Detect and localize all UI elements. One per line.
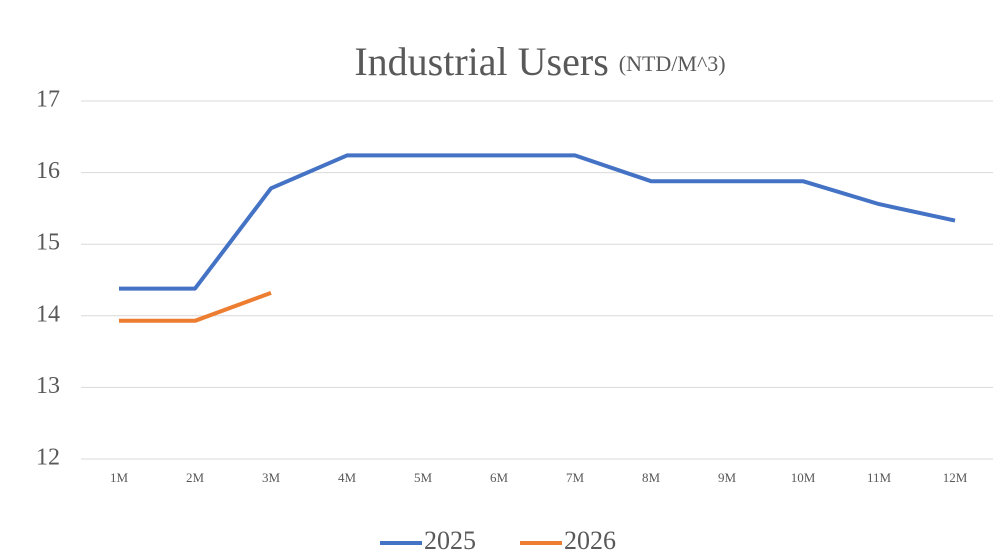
- x-tick-label: 4M: [338, 470, 357, 485]
- x-tick-label: 12M: [943, 470, 968, 485]
- y-tick-label: 17: [36, 87, 60, 113]
- legend-label: 2025: [424, 526, 476, 555]
- y-tick-label: 12: [36, 445, 60, 471]
- x-tick-label: 1M: [110, 470, 129, 485]
- y-tick-label: 16: [36, 158, 60, 184]
- x-tick-label: 11M: [867, 470, 892, 485]
- line-series: [119, 153, 956, 291]
- x-tick-label: 6M: [490, 470, 509, 485]
- x-tick-label: 8M: [642, 470, 661, 485]
- x-tick-label: 9M: [718, 470, 737, 485]
- x-tick-label: 10M: [791, 470, 816, 485]
- chart-title-group: Industrial Users (NTD/M^3): [354, 39, 725, 84]
- x-tick-label: 5M: [414, 470, 433, 485]
- line-series: [119, 291, 272, 323]
- y-tick-label: 13: [36, 373, 60, 399]
- legend-label: 2026: [564, 526, 616, 555]
- x-tick-label: 2M: [186, 470, 205, 485]
- y-tick-label: 14: [36, 301, 60, 327]
- x-tick-label: 7M: [566, 470, 585, 485]
- chart-title: Industrial Users: [354, 39, 608, 84]
- x-tick-label: 3M: [262, 470, 281, 485]
- chart-subtitle: (NTD/M^3): [619, 51, 726, 76]
- y-tick-label: 15: [36, 230, 60, 256]
